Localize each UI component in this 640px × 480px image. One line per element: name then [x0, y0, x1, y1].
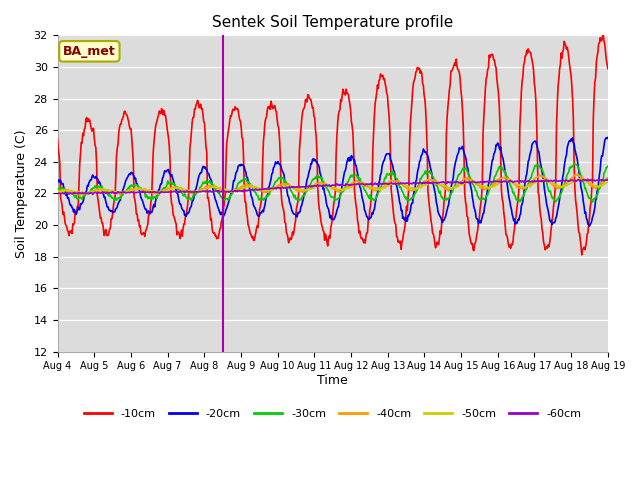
- Y-axis label: Soil Temperature (C): Soil Temperature (C): [15, 129, 28, 258]
- Title: Sentek Soil Temperature profile: Sentek Soil Temperature profile: [212, 15, 453, 30]
- Text: BA_met: BA_met: [63, 45, 116, 58]
- Legend: -10cm, -20cm, -30cm, -40cm, -50cm, -60cm: -10cm, -20cm, -30cm, -40cm, -50cm, -60cm: [80, 405, 586, 423]
- X-axis label: Time: Time: [317, 374, 348, 387]
